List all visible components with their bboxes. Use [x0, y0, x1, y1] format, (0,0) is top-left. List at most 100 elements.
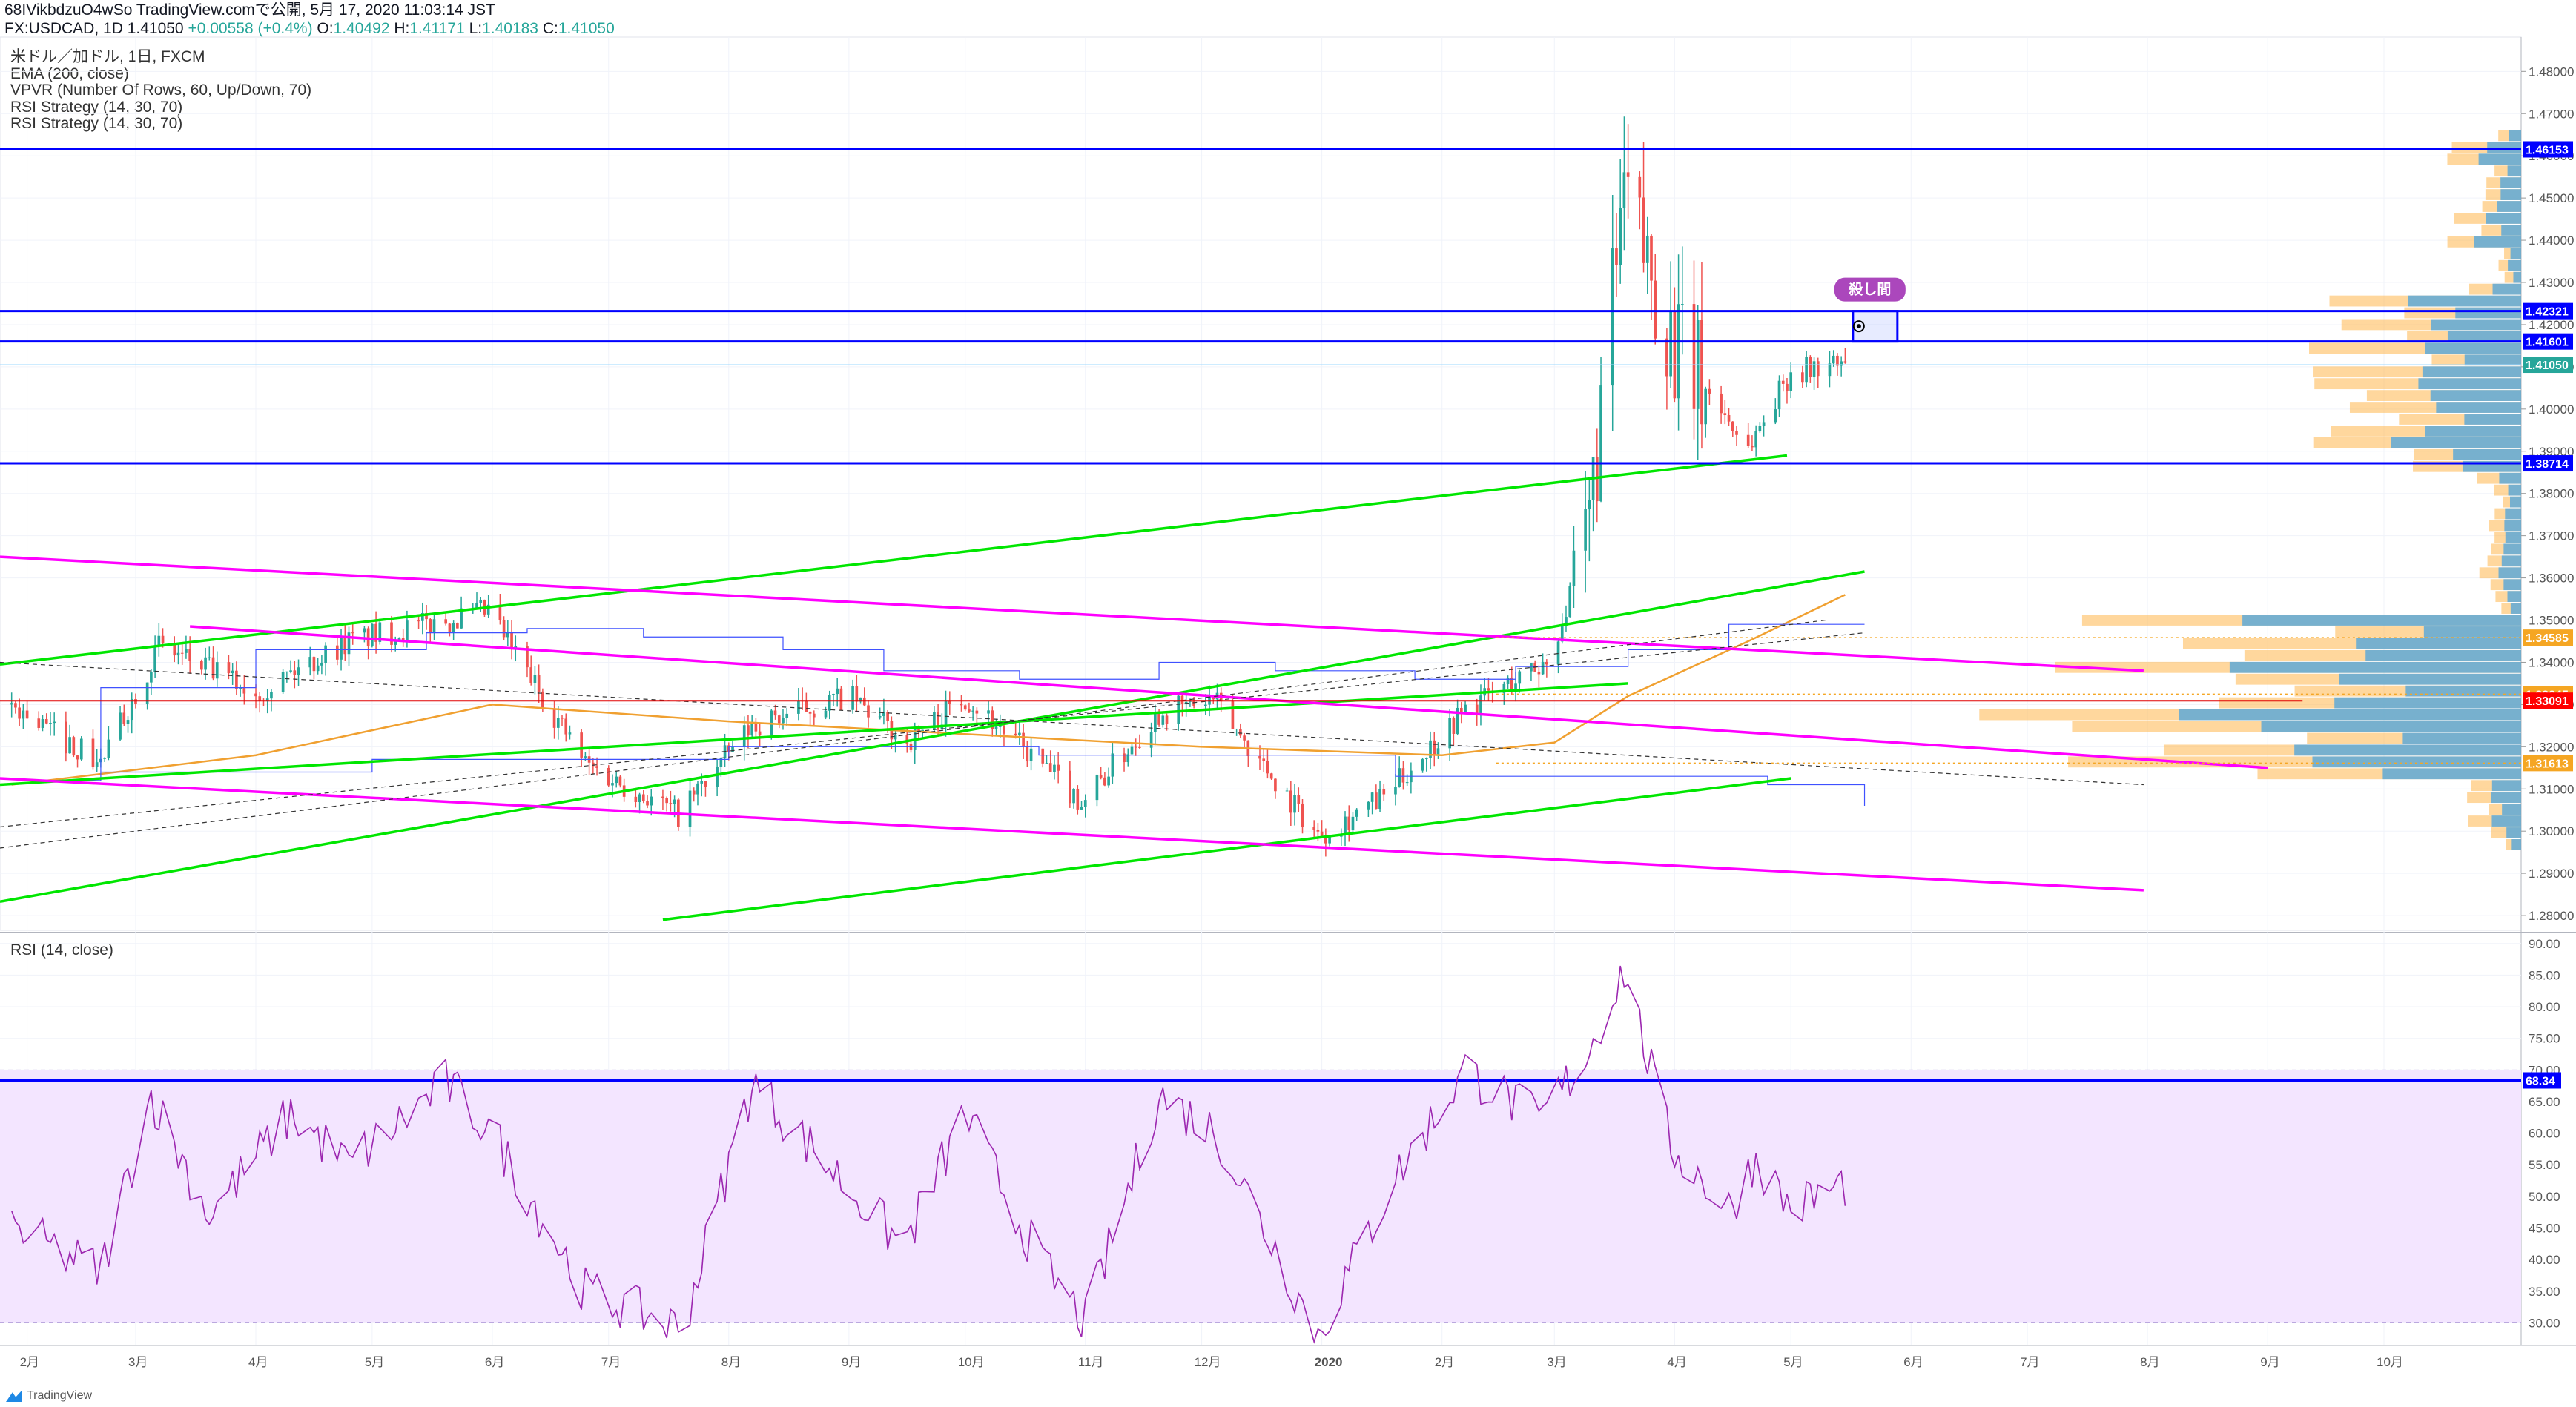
candle-body	[188, 649, 191, 661]
candle-body	[828, 695, 831, 711]
price-axis-badge	[2523, 455, 2573, 472]
candle-body	[692, 790, 696, 795]
price-tick-label: 1.43000	[2529, 276, 2574, 290]
candle-body	[1777, 380, 1781, 410]
price-axis-badge	[2523, 755, 2573, 772]
price-axis-badge	[2523, 629, 2573, 646]
time-tick-label: 2月	[20, 1355, 39, 1369]
candle-body	[1464, 704, 1467, 713]
indicator-legend: 米ドル／加ドル, 1日, FXCM EMA (200, close) VPVR …	[10, 48, 312, 133]
candle-body	[1751, 446, 1754, 448]
candle-body	[673, 799, 676, 804]
candle-body	[661, 796, 664, 798]
volume-profile-bar-up	[2478, 153, 2521, 165]
volume-profile-bar-up	[2510, 248, 2521, 259]
price-tick-label: 1.34000	[2529, 655, 2574, 669]
volume-profile-bar-up	[2418, 378, 2521, 390]
candle-body	[638, 794, 641, 802]
candle-body	[1615, 248, 1618, 265]
candle-body	[406, 620, 409, 641]
open-value: 1.40492	[333, 20, 390, 37]
candle-body	[568, 732, 572, 735]
price-tick-label: 1.44000	[2529, 234, 2574, 248]
candle-body	[1514, 683, 1517, 692]
candle-body	[150, 672, 153, 683]
candle-body	[1673, 310, 1677, 399]
footer-brand: TradingView	[27, 1389, 93, 1402]
volume-profile-bar-up	[2391, 437, 2521, 448]
rsi-panel-title[interactable]: RSI (14, close)	[10, 941, 113, 959]
candle-body	[1452, 718, 1456, 734]
candle-body	[429, 619, 432, 633]
legend-ema[interactable]: EMA (200, close)	[10, 64, 129, 82]
candle-body	[401, 638, 405, 641]
candle-body	[103, 758, 106, 759]
volume-profile-bar-up	[2455, 307, 2521, 319]
volume-profile-bar-up	[2506, 827, 2521, 838]
candle-body	[1347, 816, 1351, 830]
candle-body	[777, 715, 781, 724]
volume-profile-bar-up	[2422, 366, 2521, 378]
candle-body	[731, 746, 734, 752]
candle-body	[510, 632, 513, 649]
candle-body	[44, 718, 48, 724]
candle-body	[1274, 778, 1277, 792]
price-tick-label: 1.45000	[2529, 191, 2574, 205]
candle-body	[1262, 758, 1266, 761]
volume-profile-bar-up	[2502, 804, 2521, 815]
volume-profile-bar-up	[2294, 744, 2521, 756]
candle-body	[1565, 617, 1568, 626]
candle-body	[1843, 361, 1847, 363]
volume-profile-bar-up	[2464, 354, 2521, 366]
candle-body	[25, 710, 29, 719]
candle-body	[611, 783, 614, 786]
candle-body	[394, 640, 397, 645]
candle-body	[634, 796, 638, 802]
legend-rsi-strategy-2[interactable]: RSI Strategy (14, 30, 70)	[10, 115, 183, 132]
candle-body	[506, 632, 509, 638]
volume-profile-bar-up	[2500, 189, 2521, 200]
volume-profile-bar-up	[2402, 732, 2521, 744]
candle-body	[700, 781, 704, 784]
volume-profile-bar-up	[2408, 295, 2521, 307]
candle-body	[1370, 792, 1374, 802]
price-axis-badge	[2523, 357, 2573, 374]
candle-body	[1518, 671, 1522, 684]
candle-body	[486, 604, 490, 615]
legend-rsi-strategy-1[interactable]: RSI Strategy (14, 30, 70)	[10, 98, 183, 116]
time-tick-label: 7月	[2020, 1355, 2039, 1369]
candle-body	[1022, 732, 1025, 747]
candle-body	[917, 726, 920, 732]
time-tick-label: 3月	[128, 1355, 148, 1369]
symbol-label[interactable]: FX:USDCAD, 1D 1.41050	[4, 20, 184, 37]
rsi-tick-label: 55.00	[2529, 1158, 2560, 1172]
candle-body	[502, 620, 506, 638]
candle-body	[1269, 773, 1273, 779]
volume-profile-bar-up	[2486, 213, 2521, 224]
candle-body	[1692, 304, 1696, 409]
candle-body	[1460, 707, 1463, 713]
candle-body	[1293, 795, 1296, 813]
candle-body	[894, 735, 897, 740]
candle-body	[265, 698, 269, 701]
dashed-regression-2	[0, 632, 1865, 828]
candle-body	[335, 645, 339, 660]
candle-body	[1083, 800, 1087, 807]
candle-body	[371, 623, 374, 647]
price-axis-badge-label: 1.41050	[2526, 360, 2569, 372]
time-tick-label: 5月	[1783, 1355, 1803, 1369]
candle-body	[867, 705, 870, 718]
candle-body	[390, 622, 393, 645]
legend-vpvr[interactable]: VPVR (Number Of Rows, 60, Up/Down, 70)	[10, 82, 312, 99]
candle-body	[161, 635, 165, 643]
legend-symbol[interactable]: 米ドル／加ドル, 1日, FXCM	[10, 48, 205, 65]
candle-body	[812, 713, 816, 718]
candle-body	[1669, 310, 1672, 377]
candle-body	[1212, 696, 1215, 700]
candle-body	[1421, 759, 1424, 771]
candle-body	[1735, 431, 1738, 435]
volume-profile-bar-up	[2505, 532, 2521, 543]
candle-body	[1595, 457, 1599, 502]
rsi-band	[0, 1070, 2521, 1323]
